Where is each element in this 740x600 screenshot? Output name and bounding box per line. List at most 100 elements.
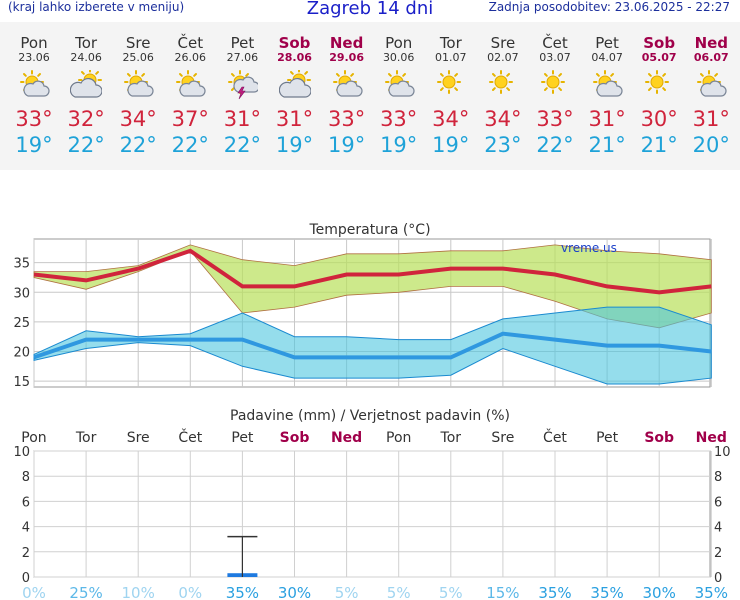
sun-cloud-icon bbox=[122, 70, 154, 98]
precip-day-label: Pon bbox=[21, 430, 46, 446]
precipitation-plot-area bbox=[33, 450, 711, 578]
precip-probability: 35% bbox=[538, 584, 571, 600]
day-forecast-7: Pon 30.06 33° 19° bbox=[373, 22, 425, 158]
last-updated: Zadnja posodobitev: 23.06.2025 - 22:27 bbox=[488, 0, 730, 14]
precip-ytick-right: 10 bbox=[714, 445, 731, 460]
temperature-chart-title: Temperatura (°C) bbox=[308, 222, 430, 238]
precip-day-label: Pon bbox=[386, 430, 411, 446]
precipitation-chart: Padavine (mm) / Verjetnost padavin (%) P… bbox=[13, 408, 730, 600]
sun-icon bbox=[539, 70, 571, 98]
day-forecast-9: Sre 02.07 34° 23° bbox=[477, 22, 529, 158]
day-forecast-4: Pet 27.06 31° 22° bbox=[216, 22, 268, 158]
day-forecast-3: Čet 26.06 37° 22° bbox=[164, 22, 216, 158]
day-name: Sre bbox=[125, 34, 151, 52]
day-date: 30.06 bbox=[382, 51, 415, 64]
sun-icon bbox=[435, 70, 467, 98]
day-name: Pet bbox=[595, 34, 619, 52]
precip-probability: 35% bbox=[695, 584, 728, 600]
day-date: 03.07 bbox=[539, 51, 571, 64]
max-temp-line bbox=[33, 248, 712, 295]
max-temp: 33° bbox=[380, 107, 418, 131]
day-date: 02.07 bbox=[487, 51, 519, 64]
min-temp: 22° bbox=[536, 133, 574, 157]
thunderstorm-sun-icon bbox=[226, 70, 260, 100]
day-forecast-5: Sob 28.06 31° 19° bbox=[269, 22, 321, 158]
sun-cloud-icon bbox=[18, 70, 50, 98]
precip-probability: 35% bbox=[226, 584, 259, 600]
min-temp: 22° bbox=[171, 133, 209, 157]
watermark: vreme.us bbox=[561, 241, 617, 255]
precip-probability: 5% bbox=[387, 584, 411, 600]
precip-probability: 30% bbox=[643, 584, 676, 600]
min-temp: 23° bbox=[484, 133, 522, 157]
max-temp: 33° bbox=[327, 107, 366, 131]
day-name: Sob bbox=[643, 34, 676, 52]
max-temp: 31° bbox=[692, 107, 730, 131]
day-date: 05.07 bbox=[641, 51, 677, 64]
precip-probability: 15% bbox=[486, 584, 519, 600]
precip-probability: 35% bbox=[590, 584, 623, 600]
precip-day-label: Sob bbox=[280, 430, 310, 446]
day-date: 28.06 bbox=[277, 51, 312, 64]
day-date: 23.06 bbox=[18, 51, 50, 64]
temp-ytick: 25 bbox=[13, 316, 30, 331]
precip-probability: 25% bbox=[69, 584, 102, 600]
max-temp: 37° bbox=[171, 107, 209, 131]
day-name: Pon bbox=[20, 34, 48, 52]
precip-ytick-left: 2 bbox=[22, 546, 30, 561]
sun-cloud-icon bbox=[174, 70, 206, 98]
max-temp: 30° bbox=[640, 107, 678, 131]
precip-ytick-right: 2 bbox=[714, 546, 722, 561]
day-date: 06.07 bbox=[693, 51, 729, 64]
precip-probability: 5% bbox=[439, 584, 463, 600]
day-date: 25.06 bbox=[122, 51, 154, 64]
max-temp: 34° bbox=[484, 107, 522, 131]
max-temp: 32° bbox=[67, 107, 105, 131]
max-temp: 34° bbox=[119, 107, 157, 131]
precip-ytick-right: 0 bbox=[714, 571, 722, 586]
day-forecast-2: Sre 25.06 34° 22° bbox=[112, 22, 164, 158]
max-temp-range-band bbox=[33, 244, 712, 329]
precip-ytick-left: 0 bbox=[22, 571, 30, 586]
day-date: 01.07 bbox=[435, 51, 467, 64]
precip-day-label: Pet bbox=[596, 430, 619, 446]
precip-ytick-right: 8 bbox=[714, 470, 722, 485]
precip-day-label: Sob bbox=[644, 430, 674, 446]
precip-probability: 5% bbox=[335, 584, 359, 600]
location-hint: (kraj lahko izberete v meniju) bbox=[8, 0, 185, 14]
max-temp: 31° bbox=[588, 107, 626, 131]
precip-day-label: Čet bbox=[178, 428, 202, 446]
sun-cloud-icon bbox=[331, 70, 363, 98]
precip-ytick-left: 4 bbox=[22, 521, 30, 536]
sun-icon bbox=[643, 70, 675, 98]
day-forecast-12: Sob 05.07 30° 21° bbox=[633, 22, 685, 158]
precip-ytick-right: 4 bbox=[714, 521, 722, 536]
min-temp-line bbox=[33, 331, 712, 360]
precip-day-label: Ned bbox=[331, 430, 362, 446]
min-temp: 22° bbox=[67, 133, 105, 157]
precip-ytick-left: 6 bbox=[22, 495, 30, 510]
temp-ytick: 35 bbox=[13, 257, 30, 272]
max-temp: 31° bbox=[223, 107, 261, 131]
min-temp: 20° bbox=[692, 133, 730, 157]
sun-cloud-icon bbox=[695, 70, 727, 98]
min-temp: 22° bbox=[223, 133, 261, 157]
temp-ytick: 20 bbox=[13, 345, 30, 360]
day-name: Pet bbox=[230, 34, 255, 52]
day-forecast-6: Ned 29.06 33° 19° bbox=[321, 22, 373, 158]
temp-ytick: 30 bbox=[13, 286, 30, 301]
precip-probability: 0% bbox=[22, 584, 46, 600]
daily-forecast-strip: Pon 23.06 33° 19° Tor 24.06 32° 22° Sre 25.06 34° 2… bbox=[0, 22, 740, 170]
day-date: 27.06 bbox=[226, 51, 259, 64]
precip-probability: 0% bbox=[178, 584, 202, 600]
min-temp: 21° bbox=[640, 133, 678, 157]
day-forecast-1: Tor 24.06 32° 22° bbox=[60, 22, 112, 158]
min-temp: 19° bbox=[15, 133, 53, 157]
max-temp: 31° bbox=[275, 107, 314, 131]
sun-icon bbox=[487, 70, 519, 98]
day-name: Ned bbox=[329, 34, 364, 52]
day-name: Tor bbox=[75, 34, 98, 52]
min-temp: 19° bbox=[327, 133, 366, 157]
day-date: 26.06 bbox=[174, 51, 207, 64]
day-name: Čet bbox=[542, 34, 568, 52]
